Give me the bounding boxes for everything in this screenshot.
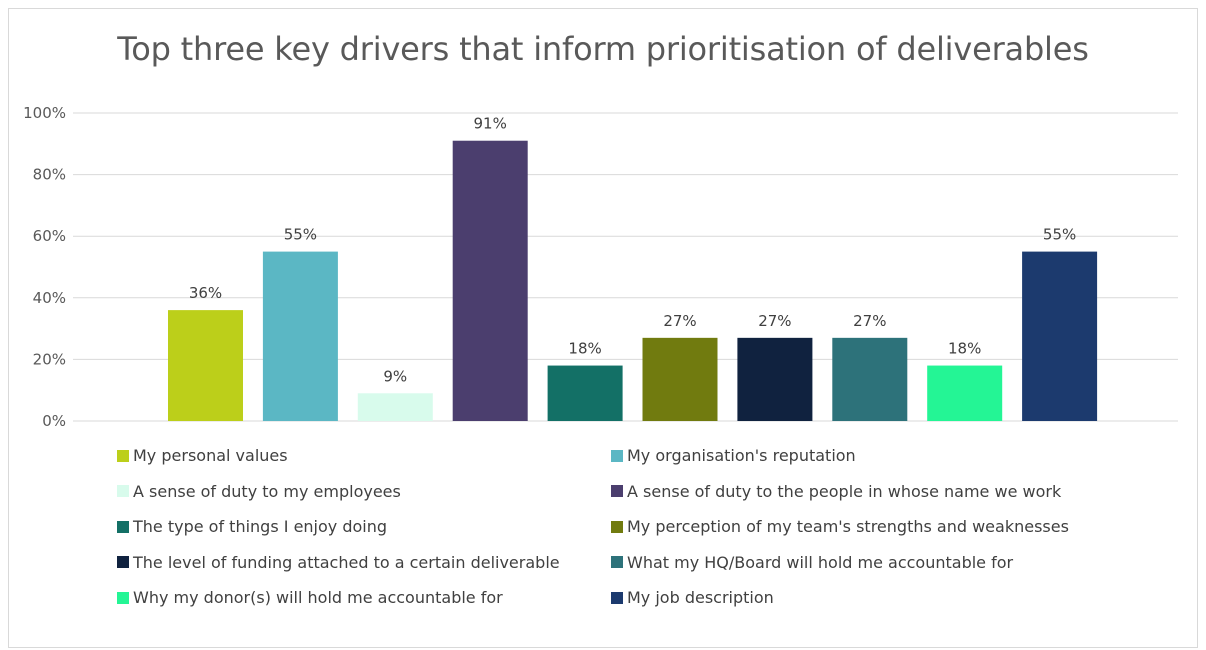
legend-item: My personal values xyxy=(117,446,288,465)
legend-label: A sense of duty to my employees xyxy=(133,481,401,501)
legend-label: A sense of duty to the people in whose n… xyxy=(627,481,1062,501)
data-label: 55% xyxy=(1043,226,1076,244)
legend-swatch xyxy=(611,485,623,497)
data-label: 91% xyxy=(474,115,507,133)
legend-item: Why my donor(s) will hold me accountable… xyxy=(117,588,503,607)
legend-item: A sense of duty to my employees xyxy=(117,482,401,501)
legend-item: My job description xyxy=(611,588,774,607)
legend-item: The level of funding attached to a certa… xyxy=(117,553,560,572)
legend-item: What my HQ/Board will hold me accountabl… xyxy=(611,553,1013,572)
data-label: 36% xyxy=(189,284,222,302)
data-label: 18% xyxy=(568,340,601,358)
legend-label: My job description xyxy=(627,588,774,607)
bar xyxy=(547,365,623,421)
legend-item: My organisation's reputation xyxy=(611,446,856,465)
legend-swatch xyxy=(117,485,129,497)
bar xyxy=(927,365,1003,421)
legend-label: The type of things I enjoy doing xyxy=(133,517,388,536)
data-label: 27% xyxy=(853,312,886,330)
legend-swatch xyxy=(117,449,129,462)
bar xyxy=(168,310,243,421)
y-tick-label: 40% xyxy=(33,289,66,307)
y-tick-label: 0% xyxy=(42,412,66,430)
legend-swatch xyxy=(117,591,129,604)
data-label: 27% xyxy=(663,312,696,330)
bar xyxy=(642,337,718,421)
y-tick-label: 80% xyxy=(33,166,66,184)
bar xyxy=(262,251,338,421)
bar xyxy=(357,393,433,421)
legend-swatch xyxy=(611,449,623,462)
y-tick-label: 100% xyxy=(23,104,66,122)
legend-label: What my HQ/Board will hold me accountabl… xyxy=(627,552,1014,572)
legend-swatch xyxy=(117,520,129,533)
legend-label: My personal values xyxy=(133,446,288,465)
bar xyxy=(737,337,813,421)
legend-item: A sense of duty to the people in whose n… xyxy=(611,482,1061,501)
legend-swatch xyxy=(611,591,623,604)
legend-item: The type of things I enjoy doing xyxy=(117,517,387,536)
legend-swatch xyxy=(611,520,623,533)
y-tick-label: 20% xyxy=(33,350,66,368)
bar xyxy=(1022,251,1098,421)
data-label: 9% xyxy=(383,367,407,385)
y-tick-label: 60% xyxy=(33,227,66,245)
legend-item: My perception of my team's strengths and… xyxy=(611,517,1069,536)
legend-swatch xyxy=(117,556,129,568)
data-label: 18% xyxy=(948,340,981,358)
data-label: 27% xyxy=(758,312,791,330)
legend-label: The level of funding attached to a certa… xyxy=(133,552,560,572)
legend-label: My organisation's reputation xyxy=(627,446,856,465)
chart-title: Top three key drivers that inform priori… xyxy=(117,30,1089,68)
legend-label: Why my donor(s) will hold me accountable… xyxy=(133,588,503,607)
legend-label: My perception of my team's strengths and… xyxy=(627,517,1069,536)
bar xyxy=(452,140,528,421)
bar xyxy=(832,337,908,421)
legend-swatch xyxy=(611,556,623,568)
data-label: 55% xyxy=(284,226,317,244)
